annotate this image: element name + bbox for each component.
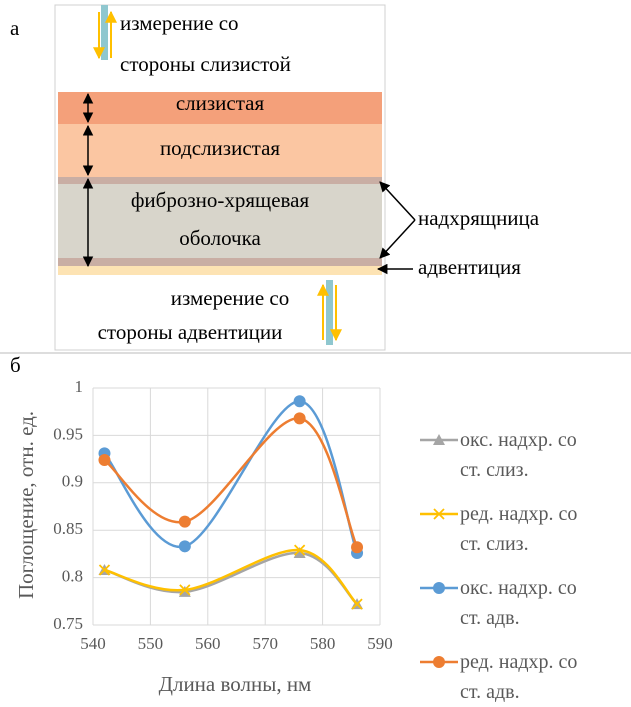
- marker: [433, 508, 445, 520]
- y-tick-label: 0.75: [53, 614, 83, 633]
- layer-label: оболочка: [179, 226, 261, 250]
- series-line: [103, 400, 359, 554]
- series-line: [104, 551, 358, 606]
- x-tick-label: 560: [195, 634, 221, 653]
- panel-label: а: [10, 16, 20, 40]
- x-tick-label: 570: [252, 634, 278, 653]
- y-tick-label: 0.85: [53, 519, 83, 538]
- adventitia-layer: [58, 266, 382, 275]
- note: измерение со: [171, 286, 290, 310]
- x-axis-label: Длина волны, нм: [159, 672, 312, 696]
- arrow: [379, 181, 416, 221]
- beam: [101, 5, 108, 60]
- legend-label: окс. надхр. со ст. слиз.: [460, 429, 577, 481]
- marker: [293, 395, 306, 408]
- submucosa-layer: [58, 124, 382, 177]
- beam: [326, 280, 333, 345]
- label: надхрящница: [418, 206, 540, 230]
- y-axis-label: Поглощение, отн. ед.: [14, 411, 38, 599]
- marker: [178, 515, 191, 528]
- marker: [179, 584, 191, 596]
- y-tick-label: 0.95: [53, 424, 83, 443]
- fibro-layer: [58, 184, 382, 258]
- marker: [178, 540, 191, 553]
- marker: [433, 434, 445, 445]
- marker: [351, 598, 363, 610]
- note: измерение со: [120, 11, 239, 35]
- y-tick-label: 0.8: [62, 567, 83, 586]
- note: стороны адвентиции: [98, 320, 283, 344]
- panel-label: б: [10, 353, 21, 377]
- layer-label: слизистая: [176, 91, 265, 115]
- perichondrium-layer: [58, 177, 382, 184]
- marker: [351, 541, 364, 554]
- y-tick-label: 0.9: [62, 472, 83, 491]
- mucosa-layer: [58, 92, 382, 124]
- marker: [433, 656, 445, 668]
- marker: [293, 412, 306, 425]
- x-tick-label: 580: [310, 634, 336, 653]
- y-tick-label: 1: [75, 377, 84, 396]
- note: стороны слизистой: [120, 52, 291, 76]
- perichondrium-layer: [58, 258, 382, 266]
- series-line: [104, 548, 358, 606]
- legend-label: ред. надхр. со ст. адв.: [460, 651, 578, 703]
- x-tick-label: 540: [80, 634, 106, 653]
- arrow: [379, 219, 416, 259]
- marker: [433, 582, 445, 594]
- label: адвентиция: [418, 255, 521, 279]
- marker: [98, 564, 111, 576]
- layer-label: фиброзно-хрящевая: [131, 188, 310, 212]
- legend-label: ред. надхр. со ст. слиз.: [460, 503, 578, 555]
- x-tick-label: 550: [138, 634, 164, 653]
- series-line: [103, 417, 359, 548]
- marker: [98, 454, 111, 467]
- legend-label: окс. надхр. со ст. адв.: [460, 577, 577, 629]
- x-tick-label: 590: [367, 634, 393, 653]
- frame: [54, 4, 386, 351]
- marker: [293, 546, 306, 558]
- marker: [294, 544, 306, 556]
- layer-label: подслизистая: [160, 136, 280, 160]
